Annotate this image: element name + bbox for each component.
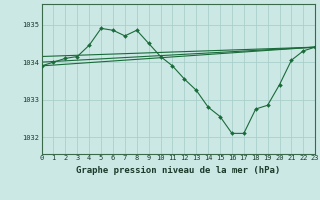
X-axis label: Graphe pression niveau de la mer (hPa): Graphe pression niveau de la mer (hPa)	[76, 166, 281, 175]
